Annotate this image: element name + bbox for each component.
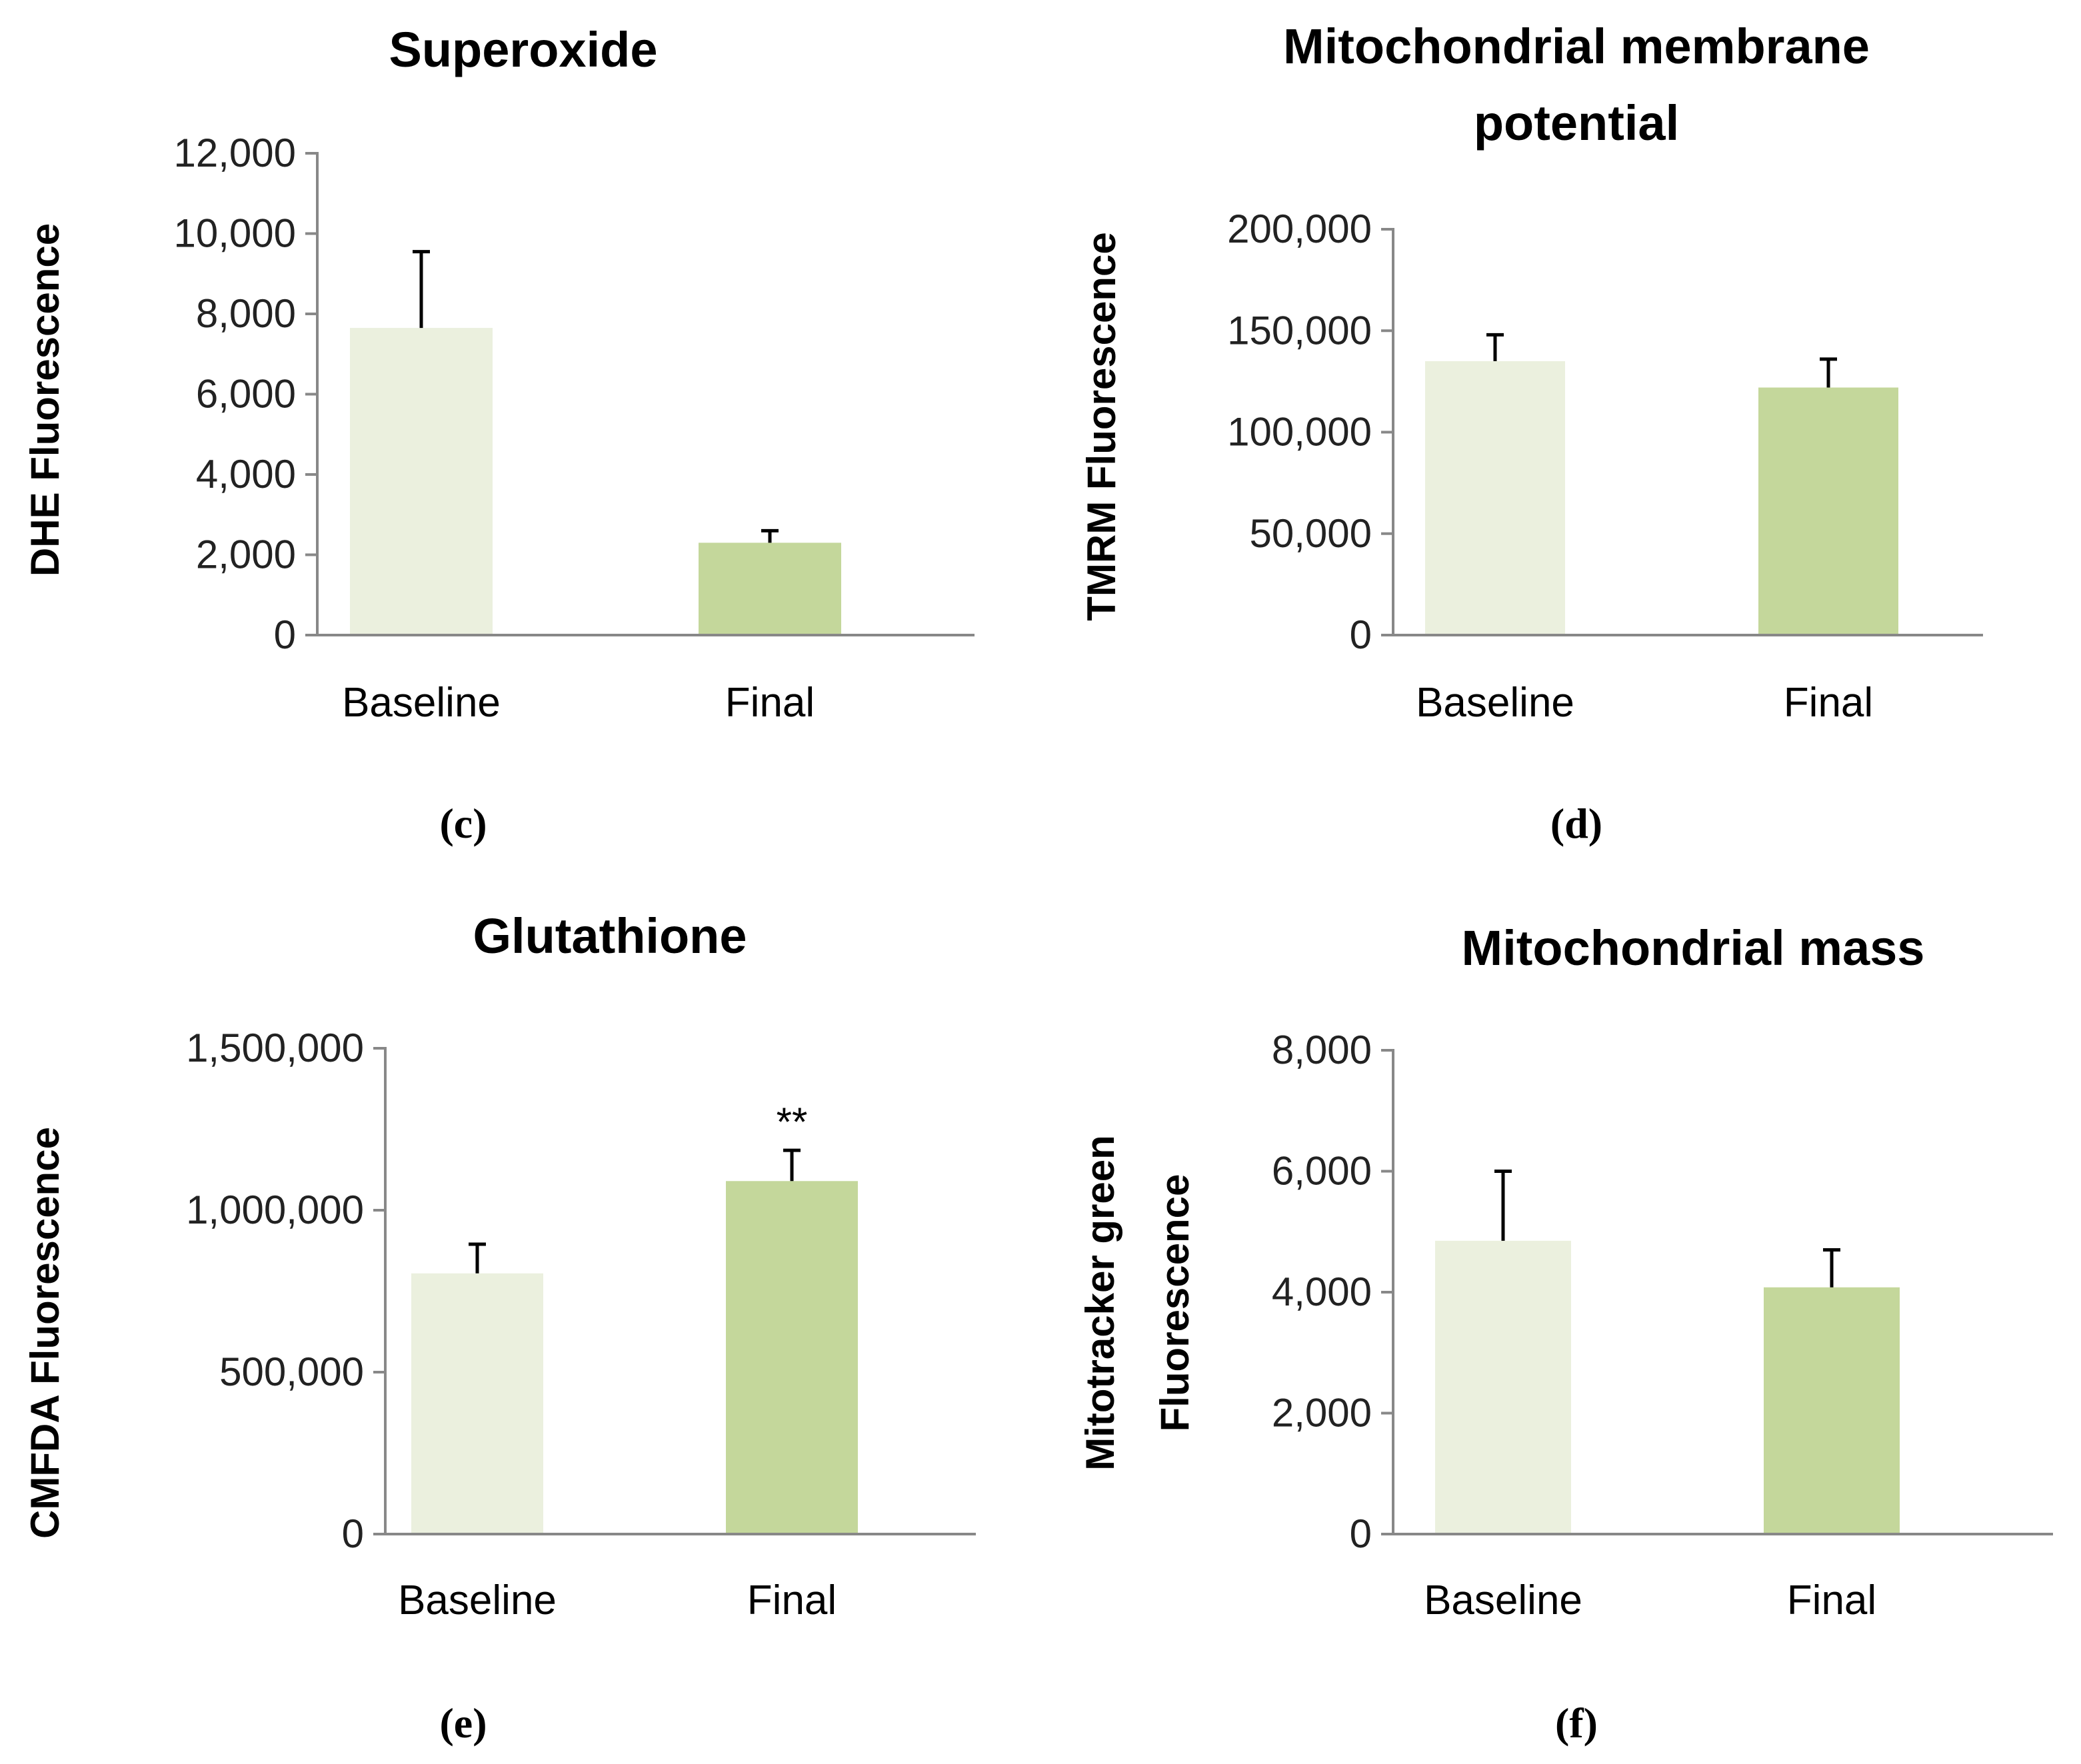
significance-marker: ** bbox=[777, 1100, 808, 1144]
y-tick-label: 6,000 bbox=[1272, 1149, 1372, 1194]
x-category-label: Baseline bbox=[1416, 680, 1574, 726]
chart-panel-d: Mitochondrial membrane potential TMRM Fluo… bbox=[1079, 19, 1983, 847]
y-axis-label: DHE Fluorescence bbox=[23, 223, 67, 576]
y-tick-label: 150,000 bbox=[1227, 308, 1372, 353]
error-bar bbox=[413, 250, 430, 329]
bar-baseline bbox=[1435, 1240, 1571, 1534]
error-bar bbox=[783, 1148, 801, 1182]
chart-panel-f: Mitochondrial mass Mitotracker green Fluor… bbox=[1078, 920, 2053, 1747]
bar-baseline bbox=[350, 328, 493, 635]
error-bar bbox=[469, 1242, 486, 1274]
y-tick-label: 0 bbox=[342, 1511, 364, 1556]
y-tick-label: 100,000 bbox=[1227, 410, 1372, 454]
y-tick-label: 6,000 bbox=[196, 372, 296, 417]
error-bar bbox=[1486, 333, 1504, 361]
x-category-label: Baseline bbox=[342, 680, 501, 726]
x-category-label: Final bbox=[1787, 1577, 1876, 1623]
y-tick-label: 1,500,000 bbox=[186, 1026, 364, 1070]
panel-label: (c) bbox=[439, 800, 487, 847]
chart-title: potential bbox=[1474, 95, 1679, 151]
x-category-label: Final bbox=[1784, 680, 1873, 726]
y-tick-label: 500,000 bbox=[219, 1349, 364, 1394]
y-tick-label: 50,000 bbox=[1249, 511, 1372, 556]
y-tick-label: 8,000 bbox=[1272, 1028, 1372, 1072]
bar-baseline bbox=[411, 1273, 543, 1534]
x-category-label: Baseline bbox=[398, 1577, 557, 1623]
y-axis-label: CMFDA Fluorescence bbox=[23, 1127, 67, 1539]
error-bar bbox=[761, 528, 779, 543]
y-tick-label: 0 bbox=[1350, 1511, 1372, 1556]
y-axis-label: TMRM Fluorescence bbox=[1079, 232, 1124, 620]
y-tick-label: 200,000 bbox=[1227, 207, 1372, 251]
y-axis-label: Mitotracker green bbox=[1078, 1135, 1122, 1471]
panel-label: (d) bbox=[1550, 800, 1602, 847]
y-tick-label: 0 bbox=[274, 612, 296, 657]
y-tick-label: 4,000 bbox=[196, 452, 296, 496]
y-tick-label: 1,000,000 bbox=[186, 1188, 364, 1232]
error-bar bbox=[1823, 1248, 1840, 1288]
y-tick-label: 2,000 bbox=[1272, 1391, 1372, 1435]
chart-panel-c: Superoxide DHE Fluorescence 0 2,000 4,000 6,0… bbox=[23, 22, 975, 847]
y-tick-label: 0 bbox=[1350, 612, 1372, 657]
y-tick-label: 2,000 bbox=[196, 532, 296, 577]
x-category-label: Baseline bbox=[1424, 1577, 1582, 1623]
y-tick-label: 4,000 bbox=[1272, 1270, 1372, 1314]
bar-final bbox=[726, 1181, 858, 1534]
panel-label: (e) bbox=[439, 1699, 487, 1747]
chart-title: Mitochondrial membrane bbox=[1283, 19, 1870, 74]
y-tick-label: 10,000 bbox=[173, 211, 296, 256]
panel-label: (f) bbox=[1555, 1699, 1598, 1747]
bar-final bbox=[1758, 387, 1898, 635]
chart-title: Glutathione bbox=[473, 908, 747, 964]
y-tick-label: 12,000 bbox=[173, 131, 296, 175]
y-axis-label: Fluorescence bbox=[1152, 1174, 1197, 1432]
bar-final bbox=[699, 542, 841, 635]
bar-final bbox=[1764, 1287, 1900, 1534]
bar-baseline bbox=[1425, 361, 1565, 635]
y-tick-label: 8,000 bbox=[196, 291, 296, 336]
error-bar bbox=[1820, 357, 1837, 388]
chart-title: Superoxide bbox=[389, 22, 658, 77]
error-bar bbox=[1494, 1170, 1512, 1241]
x-category-label: Final bbox=[747, 1577, 837, 1623]
chart-panel-e: Glutathione CMFDA Fluorescence 0 500,000 1,0… bbox=[23, 908, 976, 1747]
chart-title: Mitochondrial mass bbox=[1462, 920, 1925, 976]
x-category-label: Final bbox=[725, 680, 815, 726]
